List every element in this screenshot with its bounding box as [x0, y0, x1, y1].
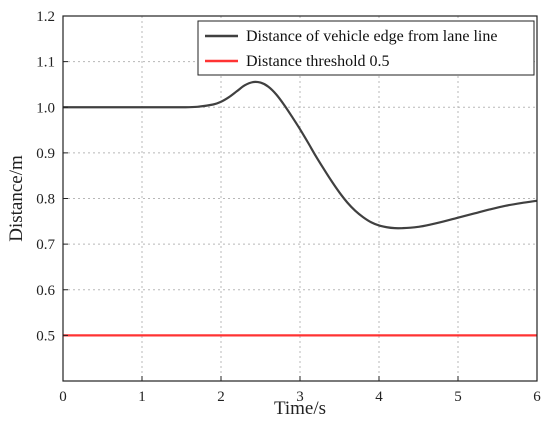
x-tick-label: 1	[138, 389, 146, 405]
x-tick-label: 2	[217, 389, 225, 405]
x-tick-label: 4	[375, 389, 383, 405]
x-tick-label: 6	[533, 389, 541, 405]
y-tick-label: 0.5	[36, 328, 55, 344]
y-tick-label: 0.6	[36, 283, 55, 299]
y-axis-label: Distance/m	[6, 155, 27, 242]
legend-label-1: Distance threshold 0.5	[246, 53, 390, 70]
series-line-0	[62, 80, 538, 230]
x-tick-label: 3	[296, 389, 304, 405]
axis-ticks	[62, 15, 538, 381]
y-tick-label: 0.9	[36, 146, 55, 162]
legend: Distance of vehicle edge from lane line D…	[197, 20, 535, 76]
x-tick-label: 5	[454, 389, 462, 405]
y-tick-label: 1.2	[36, 9, 55, 25]
y-tick-label: 1.0	[36, 100, 55, 116]
y-tick-label: 0.8	[36, 192, 55, 208]
tick-labels: 0 1 2 3 4 5 6 0.5 0.6 0.7 0.8 0.9 1.0 1.1 1.2	[36, 9, 541, 405]
series-layer	[62, 80, 538, 337]
y-tick-label: 0.7	[36, 237, 55, 253]
legend-box	[197, 20, 535, 76]
x-axis-label: Time/s	[274, 398, 326, 419]
y-tick-label: 1.1	[36, 55, 55, 71]
legend-label-0: Distance of vehicle edge from lane line	[246, 28, 497, 45]
x-tick-label: 0	[59, 389, 67, 405]
